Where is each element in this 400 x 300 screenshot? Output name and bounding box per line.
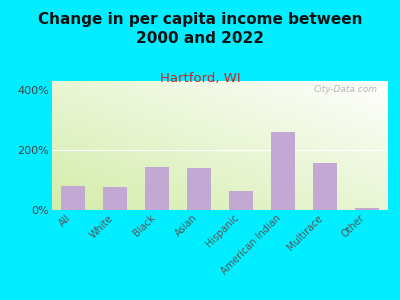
Text: Change in per capita income between
2000 and 2022: Change in per capita income between 2000… — [38, 12, 362, 46]
Text: Hartford, WI: Hartford, WI — [160, 72, 240, 85]
Bar — [188, 168, 210, 210]
Bar — [356, 208, 378, 210]
Text: City-Data.com: City-Data.com — [314, 85, 378, 94]
Bar — [314, 163, 336, 210]
Bar — [230, 190, 252, 210]
Bar — [62, 186, 84, 210]
Bar — [146, 167, 168, 210]
Bar — [272, 132, 294, 210]
Bar — [104, 187, 126, 210]
